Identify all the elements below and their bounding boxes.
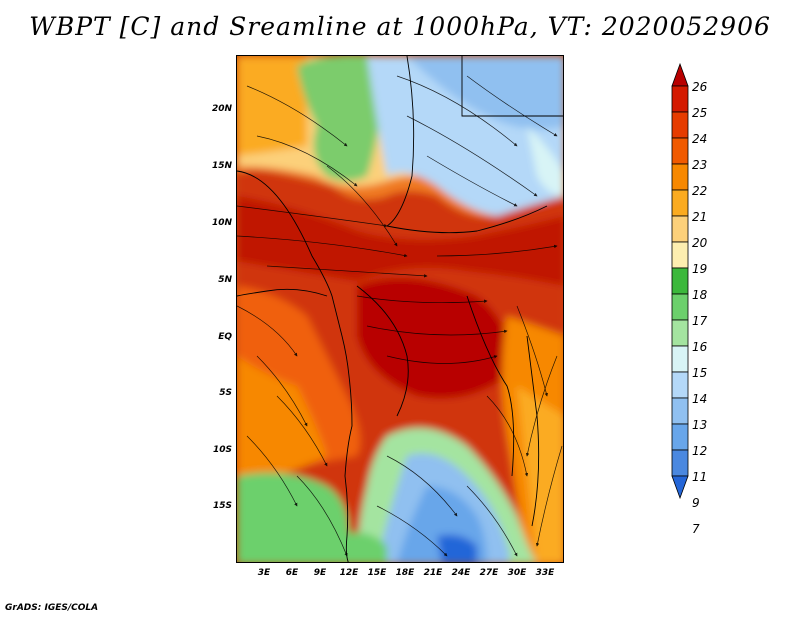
chart-title: WBPT [C] and Sreamline at 1000hPa, VT: 2…: [29, 12, 771, 41]
lat-label-15s: 15S: [212, 501, 232, 511]
cbar-label-14: 14: [692, 392, 708, 406]
colorbar-segment: [671, 215, 689, 243]
cbar-label-26: 26: [692, 80, 708, 94]
lat-label-eq: EQ: [218, 332, 232, 342]
lat-label-5s: 5S: [219, 388, 232, 398]
lat-label-10n: 10N: [211, 218, 232, 228]
colorbar-segment: [671, 293, 689, 321]
lon-label-3e: 3E: [257, 568, 271, 578]
lat-label-10s: 10S: [212, 445, 232, 455]
cbar-label-17: 17: [692, 314, 708, 328]
colorbar-segment: [671, 111, 689, 139]
colorbar-segment: [671, 371, 689, 399]
cbar-label-15: 15: [692, 366, 708, 380]
colorbar-segment: [671, 137, 689, 165]
lon-label-21e: 21E: [423, 568, 443, 578]
footer-credit: GrADS: IGES/COLA: [5, 603, 99, 613]
cbar-label-12: 12: [692, 444, 708, 458]
colorbar-segment: [671, 267, 689, 295]
lon-label-18e: 18E: [395, 568, 415, 578]
cbar-label-23: 23: [692, 158, 708, 172]
lon-label-15e: 15E: [367, 568, 387, 578]
cbar-label-22: 22: [692, 184, 708, 198]
lat-label-20n: 20N: [211, 104, 232, 114]
coastlines: [237, 56, 563, 562]
lon-label-30e: 30E: [507, 568, 527, 578]
lon-label-9e: 9E: [313, 568, 327, 578]
lon-label-24e: 24E: [451, 568, 471, 578]
cbar-label-20: 20: [692, 236, 708, 250]
colorbar-top-arrow: [671, 62, 689, 87]
map-plot-area: [236, 55, 564, 563]
lat-label-15n: 15N: [211, 161, 232, 171]
wbpt-field: [237, 56, 563, 562]
cbar-label-21: 21: [692, 210, 708, 224]
colorbar-segment: [671, 345, 689, 373]
cbar-label-11: 11: [692, 470, 708, 484]
cbar-label-13: 13: [692, 418, 708, 432]
cbar-label-9: 9: [692, 496, 700, 510]
colorbar-segment: [671, 449, 689, 477]
colorbar-segment: [671, 319, 689, 347]
colorbar-segment: [671, 85, 689, 113]
cbar-label-25: 25: [692, 106, 708, 120]
lon-label-12e: 12E: [339, 568, 359, 578]
colorbar-segment: [671, 163, 689, 191]
lon-label-33e: 33E: [535, 568, 555, 578]
colorbar-segment: [671, 423, 689, 451]
cbar-label-7: 7: [692, 522, 700, 536]
lat-label-5n: 5N: [218, 275, 232, 285]
colorbar-bottom-arrow: [671, 475, 689, 500]
cbar-label-16: 16: [692, 340, 708, 354]
lon-label-27e: 27E: [479, 568, 499, 578]
colorbar-segment: [671, 189, 689, 217]
colorbar-segment: [671, 241, 689, 269]
cbar-label-24: 24: [692, 132, 708, 146]
wbpt-shading: [237, 56, 563, 562]
cbar-label-18: 18: [692, 288, 708, 302]
colorbar-segment: [671, 397, 689, 425]
colorbar: [671, 62, 689, 500]
lon-label-6e: 6E: [285, 568, 299, 578]
cbar-label-19: 19: [692, 262, 708, 276]
